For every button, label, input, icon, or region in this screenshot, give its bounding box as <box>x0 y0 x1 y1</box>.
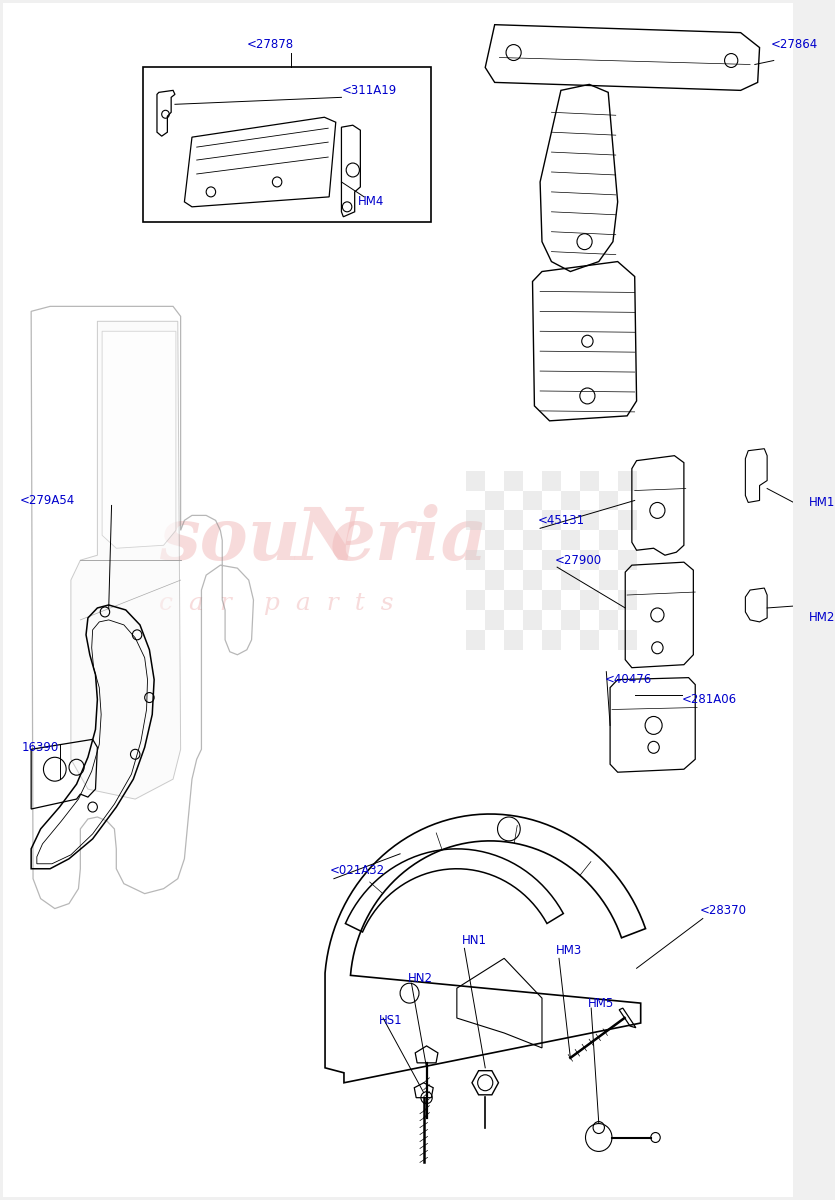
Text: 16390: 16390 <box>22 740 59 754</box>
Text: sou: sou <box>159 504 301 575</box>
Bar <box>466 590 485 610</box>
Bar <box>618 510 636 530</box>
Text: <28370: <28370 <box>700 904 747 917</box>
Bar <box>504 470 523 491</box>
Text: <311A19: <311A19 <box>342 84 397 97</box>
Text: <27864: <27864 <box>771 38 818 52</box>
Bar <box>579 470 599 491</box>
Bar <box>542 510 561 530</box>
Text: HN1: HN1 <box>462 934 487 947</box>
Text: <279A54: <279A54 <box>20 494 75 506</box>
Bar <box>504 630 523 649</box>
Text: HM1: HM1 <box>809 496 835 509</box>
Bar <box>143 67 432 222</box>
Text: eria: eria <box>329 504 488 575</box>
Text: <40476: <40476 <box>605 673 651 686</box>
Text: <281A06: <281A06 <box>682 694 737 706</box>
Bar <box>618 590 636 610</box>
Polygon shape <box>71 322 180 799</box>
Text: <27900: <27900 <box>554 553 601 566</box>
Bar <box>466 510 485 530</box>
Bar <box>618 470 636 491</box>
Bar <box>579 510 599 530</box>
Bar <box>599 491 618 510</box>
Bar <box>542 551 561 570</box>
Bar <box>504 590 523 610</box>
Text: <27878: <27878 <box>247 38 294 52</box>
Bar <box>599 530 618 551</box>
Bar <box>542 590 561 610</box>
Text: N: N <box>296 504 362 575</box>
Bar <box>542 470 561 491</box>
Bar <box>523 530 542 551</box>
Bar <box>579 551 599 570</box>
Bar <box>618 630 636 649</box>
Bar <box>523 610 542 630</box>
Bar <box>561 491 579 510</box>
Bar <box>466 470 485 491</box>
Text: HN2: HN2 <box>407 972 433 985</box>
Bar <box>542 630 561 649</box>
Bar <box>504 510 523 530</box>
Bar <box>485 570 504 590</box>
Bar <box>561 570 579 590</box>
Text: HS1: HS1 <box>379 1014 403 1026</box>
Bar <box>485 530 504 551</box>
Polygon shape <box>102 331 176 548</box>
Bar <box>466 630 485 649</box>
Bar <box>599 610 618 630</box>
Bar <box>618 551 636 570</box>
Text: <021A32: <021A32 <box>330 864 385 877</box>
Bar <box>523 570 542 590</box>
Bar <box>561 530 579 551</box>
Bar <box>485 491 504 510</box>
Text: HM2: HM2 <box>809 612 835 624</box>
Text: HM4: HM4 <box>357 196 384 209</box>
Bar <box>485 610 504 630</box>
Bar <box>561 610 579 630</box>
Bar <box>523 491 542 510</box>
Text: c  a  r    p  a  r  t  s: c a r p a r t s <box>159 592 393 614</box>
Bar <box>579 630 599 649</box>
Text: HM3: HM3 <box>556 944 583 956</box>
Bar <box>466 551 485 570</box>
Bar <box>504 551 523 570</box>
Bar <box>599 570 618 590</box>
Text: HM5: HM5 <box>587 997 614 1009</box>
Bar <box>579 590 599 610</box>
Text: <45131: <45131 <box>537 514 584 527</box>
